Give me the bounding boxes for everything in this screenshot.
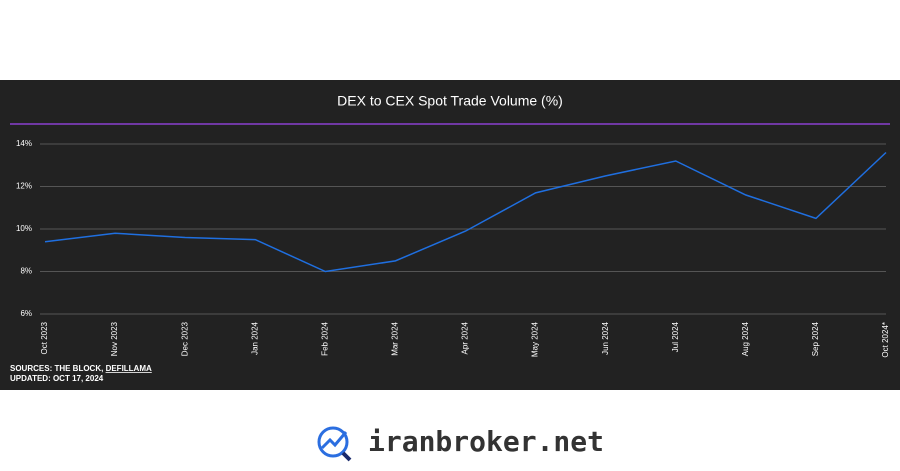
x-tick-label: Jun 2024 [601,321,610,354]
x-tick-label: Dec 2023 [180,321,189,356]
x-tick-label: Jul 2024 [671,321,680,352]
x-tick-label: Nov 2023 [110,321,119,356]
x-tick-label: Aug 2024 [741,321,750,356]
x-tick-label: Feb 2024 [320,321,329,355]
x-tick-label: Sep 2024 [811,321,820,356]
chart-title: DEX to CEX Spot Trade Volume (%) [337,93,563,109]
sources-link[interactable]: DEFILLAMA [106,364,152,373]
x-tick-label: Jan 2024 [250,321,259,354]
brand-logo [317,426,352,462]
y-tick-label: 6% [20,309,32,318]
sources: SOURCES: THE BLOCK, DEFILLAMA [10,364,152,373]
updated: UPDATED: OCT 17, 2024 [10,374,104,383]
x-tick-label: May 2024 [531,321,540,357]
y-tick-label: 10% [16,224,32,233]
series-line [44,151,887,273]
x-tick-label: Oct 2024* [881,322,890,358]
y-tick-label: 12% [16,182,32,191]
y-tick-label: 14% [16,139,32,148]
sources-prefix: SOURCES: THE BLOCK, [10,364,106,373]
y-tick-label: 8% [20,267,32,276]
x-tick-label: Mar 2024 [391,321,400,355]
x-tick-label: Oct 2023 [40,321,49,354]
brand: iranbroker.net [368,425,604,458]
x-tick-label: Apr 2024 [461,321,470,354]
